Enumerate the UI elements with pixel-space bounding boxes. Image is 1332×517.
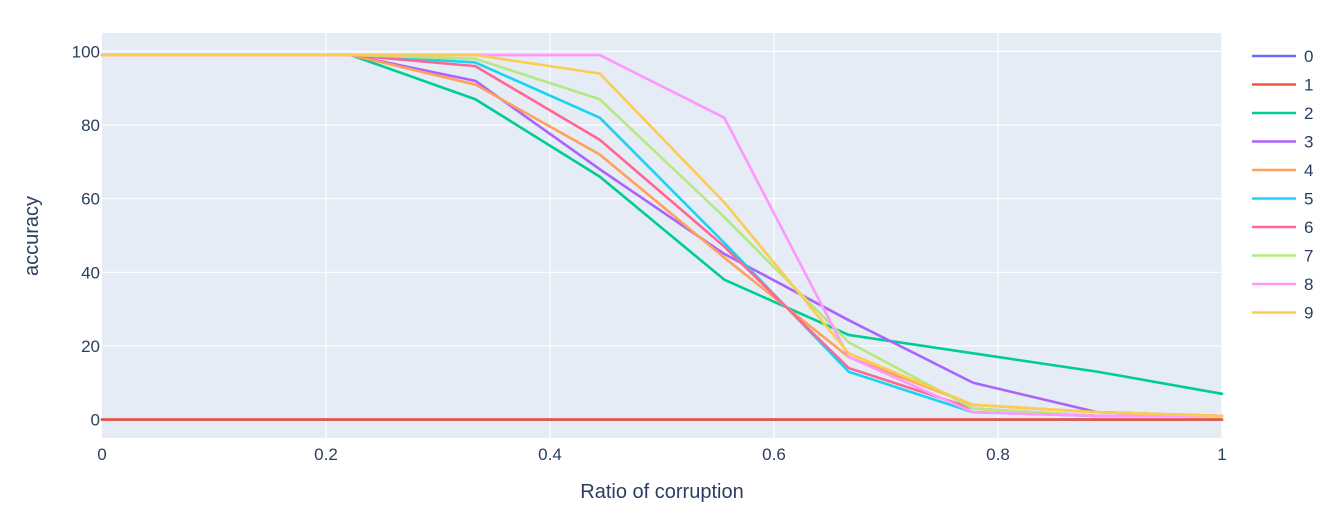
legend-item-5[interactable]: 5 — [1252, 190, 1313, 209]
x-axis-title: Ratio of corruption — [580, 481, 743, 503]
x-tick-label: 0.2 — [314, 445, 338, 464]
plot-area — [102, 33, 1222, 438]
legend-item-4[interactable]: 4 — [1252, 161, 1313, 180]
legend: 0 1 2 3 4 5 6 7 8 9 — [1252, 47, 1313, 323]
x-tick-label: 0.4 — [538, 445, 562, 464]
legend-label: 3 — [1304, 133, 1313, 152]
legend-label: 5 — [1304, 190, 1313, 209]
x-axis-ticks: 0 0.2 0.4 0.6 0.8 1 — [97, 445, 1226, 464]
y-axis-title: accuracy — [21, 196, 43, 276]
y-tick-label: 60 — [81, 190, 100, 209]
x-tick-label: 1 — [1217, 445, 1226, 464]
y-axis-ticks: 0 20 40 60 80 100 — [72, 42, 100, 429]
legend-item-2[interactable]: 2 — [1252, 104, 1313, 123]
legend-label: 6 — [1304, 218, 1313, 237]
legend-item-1[interactable]: 1 — [1252, 76, 1313, 95]
legend-label: 8 — [1304, 275, 1313, 294]
legend-label: 7 — [1304, 247, 1313, 266]
legend-label: 0 — [1304, 47, 1313, 66]
legend-item-8[interactable]: 8 — [1252, 275, 1313, 294]
x-tick-label: 0.6 — [762, 445, 786, 464]
legend-item-0[interactable]: 0 — [1252, 47, 1313, 66]
y-tick-label: 80 — [81, 116, 100, 135]
legend-label: 4 — [1304, 161, 1313, 180]
y-tick-label: 20 — [81, 337, 100, 356]
series-line-9[interactable] — [100, 53, 1224, 418]
legend-label: 1 — [1304, 76, 1313, 95]
x-tick-label: 0.8 — [986, 445, 1010, 464]
legend-item-6[interactable]: 6 — [1252, 218, 1313, 237]
legend-label: 2 — [1304, 104, 1313, 123]
legend-item-7[interactable]: 7 — [1252, 247, 1313, 266]
x-tick-label: 0 — [97, 445, 106, 464]
series-layer — [100, 53, 1224, 421]
y-tick-label: 0 — [91, 411, 100, 430]
y-tick-label: 40 — [81, 263, 100, 282]
legend-item-3[interactable]: 3 — [1252, 133, 1313, 152]
legend-label: 9 — [1304, 304, 1313, 323]
y-tick-label: 100 — [72, 42, 100, 61]
legend-item-9[interactable]: 9 — [1252, 304, 1313, 323]
